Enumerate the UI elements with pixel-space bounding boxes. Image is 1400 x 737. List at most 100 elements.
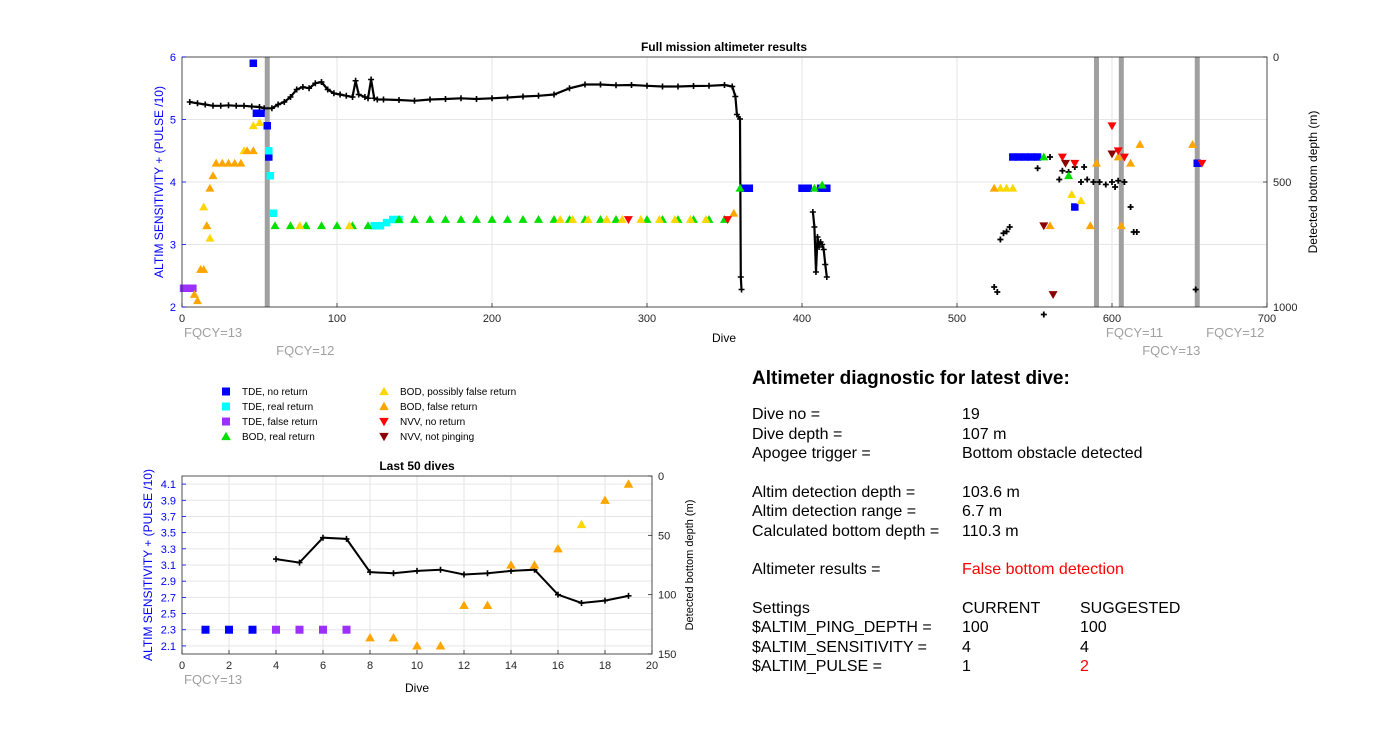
marker-tde-real-return: [265, 147, 273, 155]
depth-point: [535, 92, 542, 99]
depth-point: [343, 535, 350, 542]
marker-bod-possibly-false: [344, 221, 354, 230]
y-tick-label: 3.7: [161, 511, 176, 523]
marker-bod-possibly-false: [1002, 183, 1012, 192]
setting-suggested: 4: [1080, 638, 1089, 656]
depth-point: [994, 289, 1001, 295]
marker-bod-real-return: [518, 215, 528, 223]
marker-bod-real-return: [425, 215, 435, 223]
x-tick-label: 4: [273, 660, 279, 672]
depth-line: [275, 536, 629, 605]
depth-point: [318, 79, 325, 85]
apogee-label: Apogee trigger =: [752, 445, 871, 462]
depth-point: [368, 76, 375, 83]
marker-bod-false: [236, 158, 246, 167]
marker-bod-false: [211, 158, 221, 167]
marker-tde-false-return: [319, 625, 327, 634]
fqcy-line: [1118, 57, 1124, 307]
settings-header-row: Settings CURRENT SUGGESTED: [752, 599, 1352, 619]
y-tick-label: 3.3: [161, 544, 176, 556]
depth-point: [256, 104, 263, 110]
legend-label-tde-real-return: TDE, real return: [242, 402, 313, 413]
marker-bod-possibly-false: [576, 519, 587, 529]
depth-point: [1006, 224, 1013, 230]
marker-tde-no-return: [823, 184, 831, 192]
marker-bod-real-return: [441, 215, 450, 223]
y-tick-label: 2.9: [161, 576, 176, 588]
depth-point: [823, 274, 830, 280]
marker-bod-real-return: [363, 221, 373, 230]
marker-bod-false: [199, 265, 209, 273]
depth-point: [675, 83, 681, 90]
detect-depth-label: Altim detection depth =: [752, 483, 916, 501]
apogee-value: Bottom obstacle detected: [962, 445, 1143, 462]
detect-range-row: Altim detection range = 6.7 m: [752, 502, 1352, 522]
marker-nvv-not-pinging: [1107, 150, 1117, 159]
depth-point: [1109, 179, 1115, 185]
depth-point: [233, 102, 240, 109]
marker-bod-real-return: [817, 180, 827, 189]
detect-range-value: 6.7 m: [962, 503, 1003, 520]
depth-point: [729, 83, 736, 90]
y-tick-label: 3.9: [161, 495, 176, 507]
marker-tde-no-return: [263, 122, 271, 130]
depth-point: [442, 96, 449, 102]
depth-point: [991, 284, 998, 290]
marker-bod-false: [388, 633, 399, 642]
results-row: Altimeter results = False bottom detecti…: [752, 560, 1352, 580]
marker-bod-real-return: [596, 215, 605, 223]
depth-point: [628, 82, 635, 88]
main-axes: 0 100 200 300 400 500 600 700 2 3 4 5 6 0 500 1000 FQCY=…: [170, 52, 1298, 358]
small-y2-axis-label: Detected bottom depth (m): [684, 500, 696, 631]
marker-bod-real-return: [472, 215, 481, 223]
depth-point: [1003, 228, 1010, 235]
depth-point: [355, 91, 362, 98]
marker-bod-possibly-false: [1067, 190, 1077, 198]
y-tick-label: 2.3: [161, 625, 176, 637]
setting-row: $ALTIM_PULSE = 1 2: [752, 657, 1352, 677]
setting-row: $ALTIM_SENSITIVITY = 4 4: [752, 638, 1352, 658]
x-tick-label: 500: [948, 313, 966, 325]
diagnostic-panel: Altimeter diagnostic for latest dive: Di…: [752, 368, 1352, 677]
marker-tde-false-return: [272, 625, 280, 634]
small-x-axis-label: Dive: [405, 681, 429, 695]
marker-bod-false: [1113, 152, 1123, 161]
depth-point: [324, 86, 331, 93]
main-chart-title: Full mission altimeter results: [641, 40, 807, 54]
marker-tde-false-return: [222, 417, 230, 426]
marker-tde-real-return: [222, 402, 230, 411]
marker-bod-false: [1116, 221, 1126, 230]
dive-depth-row: Dive depth = 107 m: [752, 425, 1352, 445]
depth-point: [248, 103, 255, 110]
suggested-header: SUGGESTED: [1080, 599, 1181, 617]
depth-point: [273, 556, 279, 563]
depth-point: [733, 111, 740, 118]
depth-point: [706, 82, 712, 89]
marker-bod-real-return: [503, 215, 512, 223]
marker-bod-possibly-false: [568, 215, 578, 223]
marker-bod-false: [459, 600, 469, 610]
diagnostic-title: Altimeter diagnostic for latest dive:: [752, 368, 1070, 389]
marker-bod-possibly-false: [205, 233, 215, 242]
marker-bod-real-return: [317, 221, 326, 230]
dive-no-row: Dive no = 19: [752, 405, 1352, 425]
marker-bod-false: [1092, 158, 1101, 167]
depth-point: [508, 567, 514, 574]
results-value: False bottom detection: [962, 561, 1124, 578]
marker-bod-false: [1135, 140, 1145, 148]
depth-point: [1090, 179, 1097, 185]
main-x-axis-label: Dive: [712, 331, 736, 345]
depth-point: [520, 93, 526, 100]
legend: TDE, no return TDE, real return TDE, false…: [221, 386, 516, 443]
current-header: CURRENT: [962, 599, 1041, 617]
marker-bod-possibly-false: [602, 215, 612, 223]
marker-bod-possibly-false: [379, 386, 389, 396]
depth-point: [306, 85, 313, 92]
depth-point: [287, 94, 294, 100]
marker-tde-no-return: [249, 59, 258, 67]
depth-point: [411, 97, 418, 104]
setting-current: 4: [962, 638, 971, 656]
marker-tde-real-return: [370, 222, 378, 230]
depth-point: [484, 570, 491, 577]
legend-label-nvv-not-pinging: NVV, not pinging: [400, 432, 474, 443]
